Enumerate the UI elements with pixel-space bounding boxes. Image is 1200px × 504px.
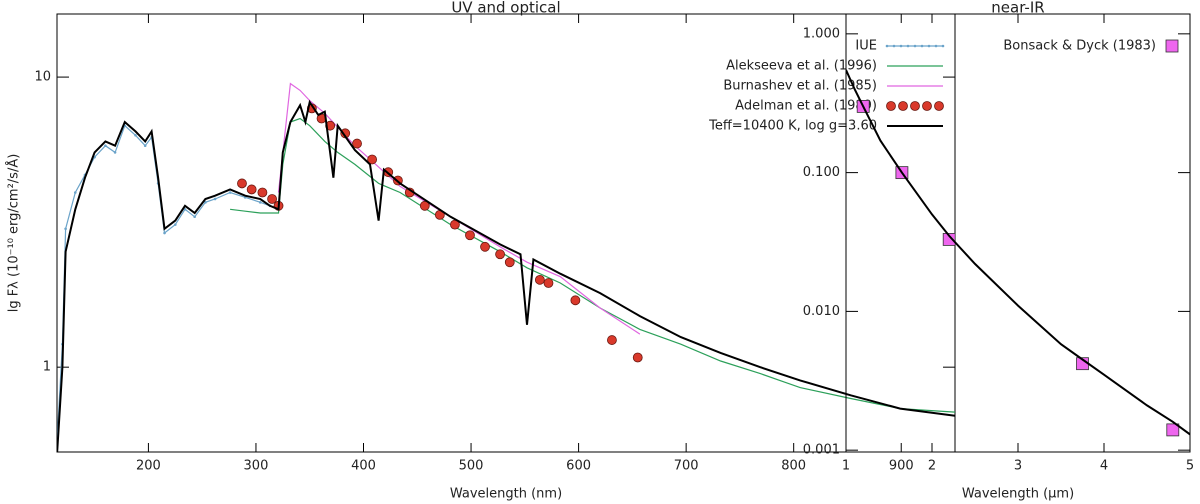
legend-label: Bonsack & Dyck (1983) — [1003, 39, 1156, 54]
x-tick-label: 1 — [842, 459, 850, 474]
point — [173, 223, 177, 226]
point — [204, 201, 207, 204]
y-tick-label: 0.100 — [803, 165, 840, 180]
marker — [942, 233, 956, 246]
legend-swatch — [934, 101, 944, 111]
x-axis-label: Wavelength (nm) — [450, 487, 562, 502]
marker — [237, 178, 247, 189]
legend-swatch — [886, 101, 896, 111]
x-tick-label: 900 — [889, 459, 914, 474]
x-tick-label: 300 — [244, 459, 269, 474]
marker — [607, 335, 617, 345]
legend-swatch — [885, 44, 889, 48]
x-tick-label: 3 — [1014, 459, 1022, 474]
marker — [504, 257, 515, 268]
series-line — [57, 124, 279, 443]
marker — [267, 194, 277, 204]
y-tick-label: 10 — [34, 70, 51, 85]
y-tick-label: 1 — [43, 360, 51, 375]
y-tick-label: 0.001 — [803, 443, 840, 458]
plot-frame — [845, 13, 1191, 453]
marker — [570, 295, 581, 306]
marker — [534, 274, 545, 285]
legend-swatch — [1165, 39, 1179, 53]
legend-label: Adelman et al. (1989) — [735, 99, 877, 114]
point — [113, 151, 117, 154]
series-line — [846, 69, 1190, 436]
point — [183, 208, 187, 211]
y-axis-label: lg Fλ (10⁻¹⁰ erg/cm²/s/Å) — [6, 154, 22, 313]
panel-title: UV and optical — [451, 0, 560, 17]
legend-swatch — [920, 44, 924, 48]
plot-frame — [56, 13, 956, 453]
series-line — [57, 99, 955, 452]
series-line — [277, 82, 641, 335]
y-tick-label: 0.010 — [803, 304, 840, 319]
x-tick-label: 5 — [1186, 459, 1194, 474]
x-tick-label: 800 — [781, 459, 806, 474]
plot-area — [846, 69, 1190, 437]
plot-area — [57, 82, 955, 452]
marker — [257, 187, 268, 198]
legend-label: Teff=10400 K, log g=3.60 — [708, 119, 877, 134]
point — [104, 144, 107, 148]
x-tick-label: 400 — [351, 459, 376, 474]
legend-swatch — [906, 44, 910, 48]
legend-label: Alekseeva et al. (1996) — [726, 59, 877, 74]
x-tick-label: 700 — [674, 459, 699, 474]
legend-swatch — [922, 101, 932, 111]
legend-swatch — [898, 101, 908, 111]
legend-swatch — [934, 44, 938, 48]
marker — [246, 184, 257, 195]
legend-swatch — [892, 44, 896, 48]
point — [64, 227, 67, 231]
x-tick-label: 600 — [566, 459, 591, 474]
legend-label: Burnashev et al. (1985) — [723, 79, 877, 94]
x-tick-label: 2 — [928, 459, 936, 474]
marker — [465, 230, 475, 241]
legend-swatch — [910, 101, 920, 111]
legend-swatch — [899, 44, 903, 48]
x-tick-label: 4 — [1100, 459, 1108, 474]
point — [258, 201, 262, 204]
point — [134, 133, 137, 137]
point — [213, 197, 217, 201]
marker — [1166, 423, 1180, 437]
x-axis-label: Wavelength (μm) — [962, 487, 1074, 502]
x-tick-label: 500 — [459, 459, 484, 474]
marker — [495, 249, 505, 260]
marker — [543, 278, 554, 288]
legend-swatch — [941, 44, 945, 48]
legend-swatch — [913, 44, 917, 48]
marker — [632, 352, 643, 363]
x-tick-label: 200 — [136, 459, 161, 474]
marker — [480, 241, 490, 252]
legend-label: IUE — [855, 39, 877, 54]
marker — [352, 138, 362, 149]
point — [163, 231, 166, 235]
y-tick-label: 1.000 — [803, 26, 840, 41]
legend-swatch — [927, 44, 931, 48]
point — [228, 191, 232, 194]
point — [73, 191, 77, 194]
panel-title: near-IR — [991, 0, 1044, 17]
point — [143, 144, 147, 148]
marker — [419, 200, 430, 211]
point — [193, 215, 196, 219]
marker — [367, 154, 378, 165]
